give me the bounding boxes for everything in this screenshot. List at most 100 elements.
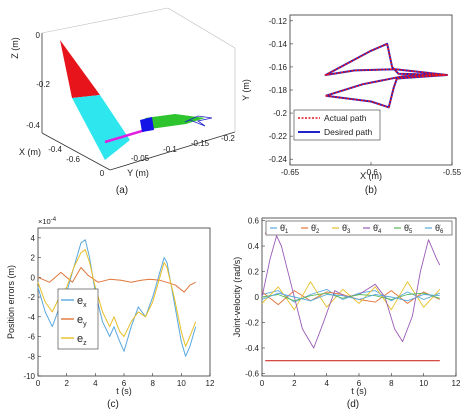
legend-desired-label: Desired path (324, 127, 372, 137)
trajectory-path-3d (184, 115, 213, 127)
plot-b-ytick-label: -0.18 (269, 86, 288, 95)
panel-d-caption: (d) (347, 399, 359, 410)
legend-ez-label: ez (77, 333, 87, 347)
plot-c-xtick-label: 4 (93, 379, 98, 388)
plot-c-ytick-label: -4 (28, 313, 36, 322)
plot-c-xtick-label: 10 (177, 379, 186, 388)
plot-d-ylabel: Joint-velocity (rad/s) (232, 257, 242, 338)
legend-theta6-label: θ̇6 (435, 223, 444, 235)
cyan-surface (72, 95, 130, 160)
x-axis-label: X (m) (19, 147, 41, 157)
z-tick-1: -0.2 (36, 80, 50, 89)
legend-theta4-label: θ̇4 (373, 223, 382, 235)
plot-c-series-z-line (37, 249, 197, 347)
panel-b-caption: (b) (365, 185, 377, 196)
plot-d-xtick-label: 0 (260, 379, 265, 388)
legend-ey-sub: y (83, 321, 87, 328)
y-axis-label: Y (m) (127, 168, 149, 178)
y-tick-3: -0.15 (191, 139, 210, 148)
plot-c-xlabel: t (s) (116, 386, 132, 396)
plot-b-legend-box (293, 109, 381, 141)
plot-b-ytick-label: -0.12 (269, 17, 288, 26)
plot-c-ytick-label: 2 (31, 254, 36, 263)
plot-c-ticks: 0 2 4 6 8 10 12 4 2 0 -2 -4 -6 -8 -10 (23, 234, 215, 388)
legend-ez-name: e (77, 333, 83, 345)
plot-c-ylabel: Position errors (m) (6, 265, 16, 339)
blue-surface (140, 117, 154, 132)
plot-d-legend-box (265, 220, 453, 236)
exponent-base: ×10 (38, 217, 51, 226)
plot-d-ytick-label: 0.4 (248, 242, 260, 251)
plot-b-frame (289, 14, 453, 166)
plot-d-ytick-label: -0.6 (245, 369, 259, 378)
plot-b-ytick-label: -0.22 (269, 132, 288, 141)
plot-c-ytick-label: 4 (31, 234, 36, 243)
legend-actual-label: Actual path (324, 113, 367, 123)
red-surface (60, 40, 100, 98)
legend-theta3-label: θ̇3 (342, 223, 351, 235)
plot-b-ytick-label: -0.14 (269, 40, 288, 49)
panel-b-path-plot: -0.65 -0.6 -0.55 -0.12 -0.14 -0.16 -0.18 -0.2 -0… (241, 14, 462, 196)
z-tick-2: -0.4 (26, 121, 40, 130)
y-tick-4: -0.2 (221, 134, 235, 143)
plot-b-series (324, 42, 449, 109)
x-axis-line (41, 132, 111, 171)
plot-d-xlabel: t (s) (351, 386, 367, 396)
plot-b-xtick-label: -0.65 (281, 168, 300, 177)
z-axis-label: Z (m) (10, 37, 20, 59)
y-tick-0: 0 (100, 169, 105, 178)
plot-b-xtick-label: -0.6 (364, 168, 378, 177)
plot-d-legend: θ̇1 θ̇2 θ̇3 θ̇4 θ̇5 θ̇6 (265, 220, 453, 236)
green-surface (145, 114, 205, 129)
plot-c-xtick-label: 8 (150, 379, 155, 388)
plot-d-xtick-label: 4 (324, 379, 329, 388)
plot-d-ytick-label: -0.4 (245, 344, 259, 353)
plot-d-series-2-line (261, 290, 440, 306)
plot-b-series-1-line (324, 42, 448, 109)
plot-d-ytick-label: 0.6 (248, 217, 260, 226)
y-tick-1: -0.05 (131, 154, 150, 163)
plot-d-xtick-label: 2 (292, 379, 297, 388)
y-axis-line (109, 131, 236, 171)
plot-d-ytick-label: 0 (255, 293, 260, 302)
plot-c-xtick-label: 0 (36, 379, 41, 388)
plot-d-series-5-line (261, 292, 440, 302)
exponent-power: -4 (51, 217, 57, 223)
panel-a-3d-view: 0 -0.2 -0.4 -0.4 -0.6 0 -0.05 -0.1 -0.15… (10, 7, 236, 196)
legend-ey-name: e (77, 314, 83, 326)
plot-c-xtick-label: 6 (122, 379, 127, 388)
plot-d-xtick-label: 10 (419, 379, 428, 388)
plot-b-ticks: -0.65 -0.6 -0.55 -0.12 -0.14 -0.16 -0.18 -0.2 -0… (269, 17, 462, 177)
plot-b-ytick-label: -0.24 (269, 155, 288, 164)
plot-c-legend: ex ey ez (57, 288, 99, 350)
plot-d-xtick-label: 8 (389, 379, 394, 388)
box-top-back-line (41, 7, 169, 34)
plot-d-ytick-label: -0.2 (245, 318, 259, 327)
panel-c-caption: (c) (107, 399, 119, 410)
plot-c-ytick-label: -2 (28, 293, 36, 302)
plot-d-frame (261, 217, 457, 377)
y-tick-2: -0.1 (163, 145, 177, 154)
legend-ez-sub: z (83, 340, 87, 347)
plot-d-xtick-label: 12 (452, 379, 461, 388)
plot-b-ytick-label: -0.2 (273, 109, 287, 118)
plot-c-xtick-label: 2 (64, 379, 69, 388)
plot-b-legend: Actual path Desired path (293, 109, 381, 141)
plot-d-ticks: 0 2 4 6 8 10 12 0.6 0.4 0.2 0 -0.2 -0.4 -0.6 (245, 217, 461, 388)
legend-ex-label: ex (77, 295, 87, 309)
plot-b-xtick-label: -0.55 (443, 168, 462, 177)
legend-theta1-label: θ̇1 (280, 223, 289, 235)
legend-ex-name: e (77, 295, 83, 307)
plot-b-ylabel: Y (m) (241, 79, 251, 101)
panel-a-caption: (a) (116, 185, 128, 196)
panel-d-joint-velocity: 0 2 4 6 8 10 120.60.40.20-0.2-0.4-0.6 θ̇1 θ̇2 θ̇… (232, 217, 461, 410)
plot-c-ytick-label: -8 (28, 352, 36, 361)
x-tick-1: -0.6 (66, 155, 80, 164)
plot-d-ytick-label: 0.2 (248, 268, 260, 277)
plot-b-xlabel: X (m) (360, 171, 382, 181)
plot-c-ytick-label: -10 (23, 372, 35, 381)
plot-c-ytick-label: 0 (31, 273, 36, 282)
z-tick-0: 0 (36, 31, 41, 40)
